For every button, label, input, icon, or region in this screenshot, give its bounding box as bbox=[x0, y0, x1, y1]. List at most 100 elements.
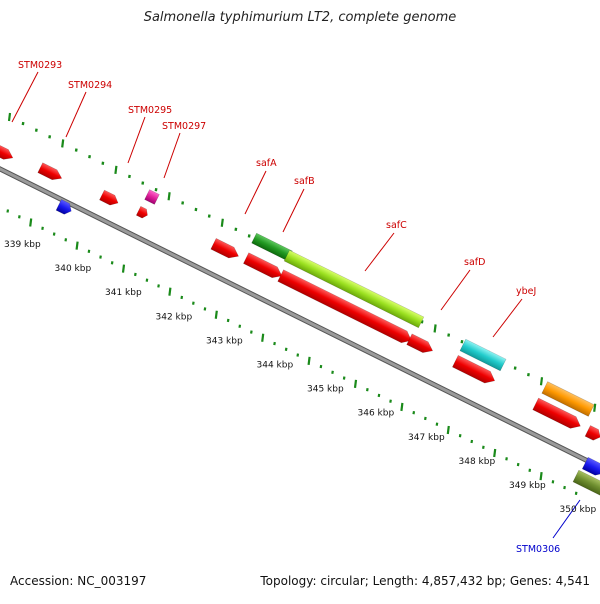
gene-feature bbox=[572, 469, 600, 499]
gene-feature bbox=[99, 189, 119, 206]
inner-tick bbox=[331, 370, 334, 375]
outer-tick bbox=[48, 135, 52, 139]
gene-feature bbox=[135, 205, 148, 219]
outer-tick bbox=[167, 192, 171, 201]
inner-tick bbox=[493, 448, 497, 458]
gene-label: safC bbox=[386, 220, 407, 231]
inner-tick bbox=[574, 491, 578, 496]
inner-tick bbox=[400, 402, 404, 412]
gene-label-leader bbox=[282, 188, 305, 233]
inner-tick bbox=[192, 301, 195, 305]
inner-tick bbox=[307, 356, 311, 365]
gene-label-leader bbox=[364, 232, 395, 272]
inner-tick bbox=[284, 347, 288, 351]
gene-feature bbox=[144, 189, 160, 205]
gene-feature bbox=[584, 425, 600, 441]
inner-tick bbox=[41, 226, 44, 230]
inner-tick bbox=[389, 399, 392, 403]
inner-tick bbox=[203, 307, 207, 311]
gene-label: STM0306 bbox=[516, 544, 560, 555]
outer-tick bbox=[420, 320, 424, 324]
outer-tick bbox=[220, 218, 224, 227]
inner-tick bbox=[29, 218, 33, 227]
inner-tick bbox=[458, 434, 462, 438]
gene-feature bbox=[243, 252, 283, 278]
inner-tick bbox=[110, 261, 114, 265]
inner-tick bbox=[516, 462, 520, 467]
outer-tick bbox=[194, 207, 198, 212]
inner-tick bbox=[6, 209, 10, 213]
gene-label: safB bbox=[294, 176, 315, 187]
outer-tick bbox=[21, 121, 25, 126]
gene-label: STM0294 bbox=[68, 80, 112, 91]
outer-tick bbox=[433, 324, 437, 333]
outer-tick bbox=[513, 366, 517, 370]
outer-tick bbox=[141, 181, 145, 185]
gene-label-leader bbox=[552, 499, 581, 539]
outer-tick bbox=[101, 161, 105, 165]
outer-tick bbox=[527, 372, 530, 377]
inner-tick bbox=[424, 416, 427, 421]
inner-tick bbox=[134, 272, 137, 277]
inner-tick bbox=[214, 310, 218, 319]
genome-summary-text: Topology: circular; Length: 4,857,432 bp… bbox=[260, 574, 590, 588]
inner-tick bbox=[539, 471, 543, 481]
outer-tick bbox=[181, 201, 185, 205]
gene-label: ybeJ bbox=[516, 286, 536, 297]
inner-tick bbox=[273, 341, 276, 346]
outer-tick bbox=[447, 333, 451, 337]
kbp-label: 341 kbp bbox=[105, 288, 142, 298]
gene-label-leader bbox=[65, 91, 87, 138]
kbp-label: 342 kbp bbox=[156, 312, 193, 322]
map-title: Salmonella typhimurium LT2, complete gen… bbox=[143, 10, 457, 25]
inner-tick bbox=[551, 480, 555, 484]
inner-tick bbox=[446, 425, 450, 435]
inner-tick bbox=[342, 376, 346, 380]
inner-tick bbox=[145, 278, 149, 282]
gene-feature bbox=[210, 238, 239, 259]
inner-tick bbox=[296, 353, 300, 357]
inner-tick bbox=[505, 457, 508, 461]
gene-feature bbox=[541, 381, 595, 417]
inner-tick bbox=[366, 387, 369, 392]
gene-feature bbox=[459, 338, 507, 372]
accession-text: Accession: NC_003197 bbox=[10, 574, 147, 588]
gene-feature bbox=[55, 199, 72, 215]
inner-tick bbox=[75, 241, 79, 250]
inner-tick bbox=[528, 468, 532, 472]
inner-tick bbox=[261, 333, 265, 342]
inner-tick bbox=[353, 379, 358, 389]
kbp-label: 339 kbp bbox=[4, 240, 41, 250]
outer-tick bbox=[247, 234, 251, 238]
gene-feature bbox=[283, 249, 425, 329]
gene-feature bbox=[452, 355, 496, 384]
inner-tick bbox=[412, 411, 416, 415]
gene-label-leader bbox=[440, 269, 471, 311]
gene-label: safA bbox=[256, 158, 277, 169]
inner-tick bbox=[180, 295, 184, 300]
outer-tick bbox=[34, 128, 38, 132]
outer-tick bbox=[114, 165, 118, 174]
outer-tick bbox=[61, 139, 65, 148]
gene-label-leader bbox=[127, 116, 146, 164]
inner-tick bbox=[64, 238, 68, 242]
outer-tick bbox=[7, 112, 12, 122]
gene-feature bbox=[277, 269, 412, 344]
inner-tick bbox=[157, 284, 160, 288]
inner-tick-track bbox=[6, 209, 578, 496]
inner-tick bbox=[87, 249, 91, 254]
outer-tick bbox=[460, 339, 464, 344]
inner-tick bbox=[99, 255, 102, 259]
inner-tick bbox=[168, 287, 172, 296]
kbp-label: 347 kbp bbox=[408, 433, 445, 443]
kbp-label: 346 kbp bbox=[358, 409, 395, 419]
gene-labels: STM0293 STM0294 STM0295 STM0297 safA safB safC… bbox=[18, 60, 560, 555]
gene-label: STM0297 bbox=[162, 121, 206, 132]
gene-label-leader bbox=[492, 298, 523, 338]
gene-label: STM0295 bbox=[128, 105, 172, 116]
outer-tick bbox=[88, 154, 91, 159]
genome-backbone bbox=[0, 166, 600, 470]
gene-feature bbox=[37, 162, 63, 180]
